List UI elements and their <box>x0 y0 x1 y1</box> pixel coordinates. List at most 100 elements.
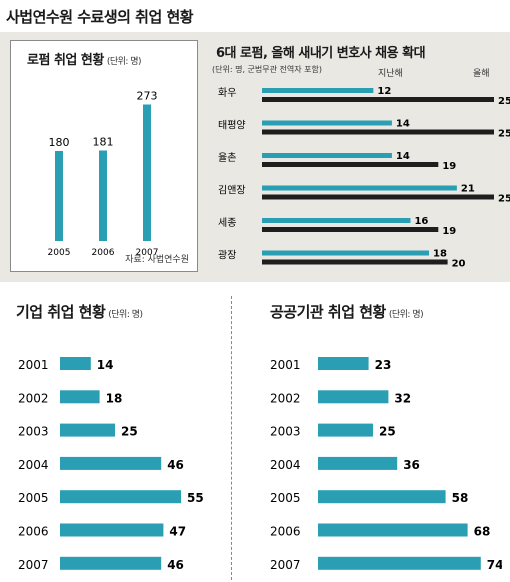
bar <box>318 423 373 437</box>
law-firm-panel: 로펌 취업 현황 (단위: 명) 180 2005 181 2006 273 2007 자료… <box>10 40 198 272</box>
legend-this-year: 올해 <box>473 69 490 79</box>
tick-label: 2002 <box>270 391 301 405</box>
bar <box>143 104 151 241</box>
tick-label: 2006 <box>18 525 49 539</box>
law-firm-title-text: 로펌 취업 현황 <box>27 53 104 68</box>
data-label: 12 <box>377 86 391 97</box>
bar <box>60 523 164 537</box>
bar <box>60 456 162 470</box>
page-title: 사법연수원 수료생의 취업 현황 <box>6 8 194 26</box>
data-label: 36 <box>403 458 420 472</box>
tick-label: 광장 <box>218 250 236 262</box>
bar <box>60 390 100 404</box>
data-label: 20 <box>452 259 466 270</box>
data-label: 273 <box>137 90 158 103</box>
corporate-chart: 2001 14 2002 18 2003 25 2004 46 2005 55 2006 47 2007… <box>18 357 204 572</box>
data-label: 18 <box>433 249 447 260</box>
tick-label: 2007 <box>18 558 49 572</box>
law-firm-title: 로펌 취업 현황 (단위: 명) <box>27 49 142 68</box>
tick-label: 율촌 <box>218 152 236 164</box>
bar <box>60 423 115 437</box>
bar <box>60 357 91 370</box>
tick-label: 2005 <box>18 491 49 505</box>
data-label: 74 <box>487 558 502 572</box>
bar <box>318 357 369 370</box>
bar <box>318 490 446 504</box>
bar <box>318 456 398 470</box>
bar <box>318 556 481 570</box>
data-label: 32 <box>394 391 411 405</box>
data-label: 68 <box>474 525 491 539</box>
bar <box>262 97 494 102</box>
bar <box>60 556 162 570</box>
tick-label: 김앤장 <box>218 185 246 197</box>
data-label: 25 <box>498 129 510 140</box>
top-panel: 로펌 취업 현황 (단위: 명) 180 2005 181 2006 273 2007 자료… <box>0 32 510 282</box>
bar <box>262 185 457 191</box>
data-label: 25 <box>121 425 138 439</box>
corporate-title-text: 기업 취업 현황 <box>16 303 106 321</box>
data-label: 14 <box>97 358 114 372</box>
tick-label: 2003 <box>18 425 49 439</box>
tick-label: 2002 <box>18 391 49 405</box>
tick-label: 2007 <box>136 248 159 258</box>
bar <box>262 162 439 167</box>
data-label: 21 <box>461 184 475 195</box>
section-divider <box>231 296 232 580</box>
bar <box>318 523 468 537</box>
bar <box>262 250 430 256</box>
data-label: 58 <box>452 491 469 505</box>
public-chart: 2001 23 2002 32 2003 25 2004 36 2005 58 2006 68 2007… <box>270 357 502 572</box>
bar <box>262 88 374 93</box>
tick-label: 2001 <box>18 358 49 372</box>
tick-label: 2005 <box>48 248 71 258</box>
tick-label: 2006 <box>270 525 301 539</box>
bar <box>318 390 389 404</box>
bar <box>262 153 392 158</box>
data-label: 19 <box>442 161 456 172</box>
legend-last-year: 지난해 <box>378 69 403 79</box>
hiring-title: 6대 로펌, 올해 새내기 변호사 채용 확대 <box>216 46 426 61</box>
tick-label: 2001 <box>270 358 301 372</box>
bar <box>262 218 411 223</box>
data-label: 47 <box>169 525 186 539</box>
data-label: 14 <box>396 151 410 162</box>
bar <box>55 151 63 241</box>
bar <box>60 490 181 504</box>
tick-label: 2004 <box>18 458 49 472</box>
data-label: 16 <box>414 216 428 227</box>
public-unit: (단위: 명) <box>388 310 424 320</box>
bar <box>262 194 494 200</box>
data-label: 46 <box>167 458 184 472</box>
tick-label: 2004 <box>270 458 301 472</box>
hiring-chart: 화우 12 25 태평양 14 25 율촌 14 19 김앤장 21 25 세종 16 19 광장 18 20 <box>218 86 510 270</box>
data-label: 25 <box>498 194 510 205</box>
data-label: 25 <box>498 96 510 107</box>
data-label: 19 <box>442 226 456 237</box>
bar <box>262 227 439 232</box>
data-label: 14 <box>396 119 410 130</box>
law-firm-chart: 180 2005 181 2006 273 2007 <box>48 90 159 259</box>
data-label: 23 <box>375 358 392 372</box>
public-title-text: 공공기관 취업 현황 <box>270 303 386 321</box>
data-label: 55 <box>187 491 204 505</box>
tick-label: 화우 <box>218 87 236 99</box>
tick-label: 2005 <box>270 491 301 505</box>
data-label: 181 <box>93 136 114 149</box>
hiring-unit: (단위: 명, 군법무관 전역자 포함) <box>212 65 322 74</box>
source-note: 자료: 사법연수원 <box>125 255 189 265</box>
tick-label: 2006 <box>92 248 115 258</box>
tick-label: 세종 <box>218 217 236 229</box>
bar <box>99 150 107 241</box>
bar <box>262 120 392 126</box>
data-label: 46 <box>167 558 184 572</box>
corporate-title: 기업 취업 현황 (단위: 명) <box>16 301 143 322</box>
corporate-unit: (단위: 명) <box>108 310 143 320</box>
law-firm-unit: (단위: 명) <box>106 57 142 67</box>
data-label: 18 <box>106 391 123 405</box>
data-label: 180 <box>49 136 70 149</box>
tick-label: 2003 <box>270 425 301 439</box>
data-label: 25 <box>379 425 396 439</box>
bar <box>262 259 448 265</box>
tick-label: 태평양 <box>218 120 246 132</box>
